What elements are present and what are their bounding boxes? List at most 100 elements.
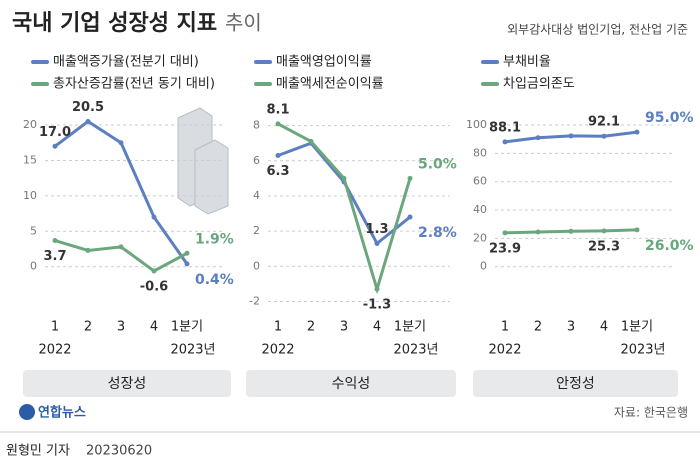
y-tick-label: 40 xyxy=(473,203,487,216)
x-tick-label: 4 xyxy=(373,320,381,335)
panel-label: 안정성 xyxy=(556,376,595,392)
source: 자료: 한국은행 xyxy=(614,405,688,420)
data-label: 25.3 xyxy=(588,239,620,254)
building-illustration xyxy=(177,107,229,215)
data-point xyxy=(118,140,124,146)
data-label: 20.5 xyxy=(72,100,104,115)
data-label: -1.3 xyxy=(363,298,391,313)
legend-label: 차입금의존도 xyxy=(503,77,575,92)
x-tick-label: 1분기 xyxy=(171,320,203,335)
byline: 원형민 기자 xyxy=(6,444,70,459)
y-tick-label: 5 xyxy=(30,224,37,237)
data-label: 0.4% xyxy=(195,272,234,288)
note: 외부감사대상 법인기업, 전산업 기준 xyxy=(507,23,688,37)
x-tick-label: 1분기 xyxy=(394,320,426,335)
title-suffix: 추이 xyxy=(225,11,262,35)
year-label: 2023년 xyxy=(393,343,438,358)
y-tick-label: 100 xyxy=(466,118,487,131)
y-tick-label: 0 xyxy=(253,259,260,272)
x-tick-label: 1 xyxy=(501,320,509,335)
y-tick-label: -2 xyxy=(249,294,260,307)
data-point xyxy=(85,247,91,253)
data-label: 5.0% xyxy=(418,156,457,172)
x-tick-label: 2 xyxy=(84,320,92,335)
data-point xyxy=(535,135,541,141)
data-label: 1.3 xyxy=(365,222,388,237)
legend-label: 매출액증가율(전분기 대비) xyxy=(53,55,199,70)
data-label: 92.1 xyxy=(588,115,620,130)
panel-label-box xyxy=(473,370,678,397)
data-label: 8.1 xyxy=(266,102,289,117)
data-label: 6.3 xyxy=(266,164,289,179)
panel-label: 수익성 xyxy=(332,376,371,392)
data-point xyxy=(275,152,281,158)
x-tick-label: 2 xyxy=(307,320,315,335)
data-point xyxy=(85,118,91,124)
y-tick-label: 80 xyxy=(473,146,487,159)
legend-label: 부채비율 xyxy=(503,55,551,70)
data-label: 88.1 xyxy=(489,120,521,135)
year-label: 2022 xyxy=(488,343,521,358)
year-label: 2022 xyxy=(38,343,71,358)
x-tick-label: 3 xyxy=(117,320,125,335)
panel-label-box xyxy=(246,370,456,397)
logo: 연합뉴스 xyxy=(19,404,86,421)
data-point xyxy=(52,143,58,149)
data-point xyxy=(52,238,58,244)
data-point xyxy=(341,175,347,181)
data-point xyxy=(568,133,574,139)
x-tick-label: 2 xyxy=(534,320,542,335)
data-point xyxy=(308,138,314,144)
data-label: 26.0% xyxy=(645,238,694,254)
data-label: 1.9% xyxy=(195,231,234,247)
y-tick-label: 6 xyxy=(253,154,260,167)
data-point xyxy=(535,229,541,235)
data-point xyxy=(184,261,190,267)
data-point xyxy=(151,214,157,220)
legend-label: 매출액세전순이익률 xyxy=(276,77,384,92)
data-label: 95.0% xyxy=(645,110,694,126)
legend-label: 총자산증감률(전년 동기 대비) xyxy=(53,77,215,92)
x-tick-label: 3 xyxy=(567,320,575,335)
data-label: 2.8% xyxy=(418,225,457,241)
series-line xyxy=(277,141,411,246)
y-tick-label: 2 xyxy=(253,224,260,237)
data-point xyxy=(151,268,157,274)
year-label: 2023년 xyxy=(620,343,665,358)
y-tick-label: 4 xyxy=(253,189,260,202)
y-tick-label: 15 xyxy=(23,153,37,166)
x-tick-label: 1분기 xyxy=(621,320,653,335)
logo-text: 연합뉴스 xyxy=(38,405,86,421)
year-label: 2023년 xyxy=(170,343,215,358)
y-tick-label: 0 xyxy=(30,260,37,273)
data-point xyxy=(407,175,413,181)
y-tick-label: 20 xyxy=(473,231,487,244)
x-tick-label: 1 xyxy=(274,320,282,335)
data-label: 3.7 xyxy=(43,249,66,264)
data-label: -0.6 xyxy=(140,279,168,294)
data-point xyxy=(275,121,281,127)
year-label: 2022 xyxy=(261,343,294,358)
data-point xyxy=(634,227,640,233)
data-label: 23.9 xyxy=(489,241,521,256)
y-tick-label: 60 xyxy=(473,175,487,188)
data-point xyxy=(184,250,190,256)
data-label: 17.0 xyxy=(39,125,71,140)
data-point xyxy=(407,214,413,220)
y-tick-label: 0 xyxy=(480,260,487,273)
legend-label: 매출액영업이익률 xyxy=(276,55,372,70)
data-point xyxy=(502,139,508,145)
data-point xyxy=(601,228,607,234)
y-tick-label: 8 xyxy=(253,119,260,132)
y-tick-label: 20 xyxy=(23,118,37,131)
data-point xyxy=(374,240,380,246)
x-tick-label: 4 xyxy=(150,320,158,335)
panel-label-box xyxy=(23,370,231,397)
data-point xyxy=(601,133,607,139)
data-point xyxy=(502,230,508,236)
title: 국내 기업 성장성 지표 xyxy=(12,11,217,36)
data-point xyxy=(118,244,124,250)
x-tick-label: 1 xyxy=(51,320,59,335)
data-point xyxy=(634,129,640,135)
